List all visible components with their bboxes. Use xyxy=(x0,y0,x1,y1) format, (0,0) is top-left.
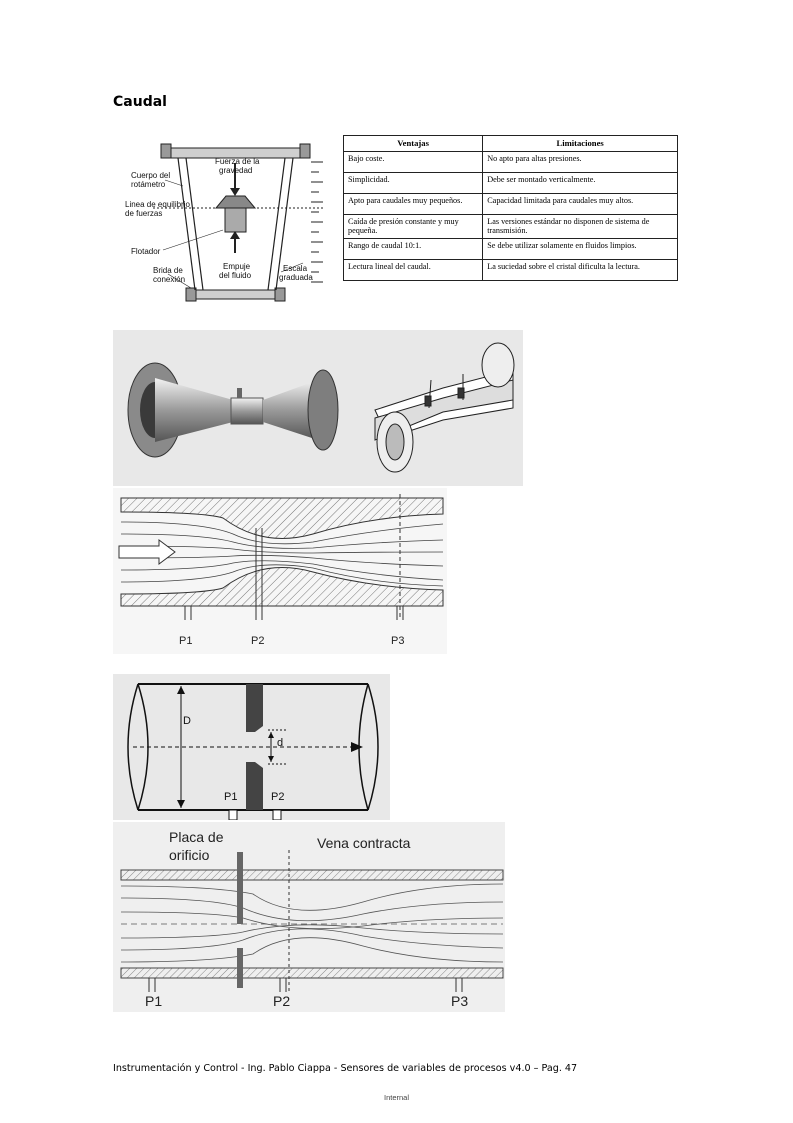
label-D: D xyxy=(183,715,191,727)
label-placa2: orificio xyxy=(169,847,210,863)
label-vena: Vena contracta xyxy=(317,835,411,851)
table-cell: Capacidad limitada para caudales muy alt… xyxy=(482,193,678,216)
table-row: Rango de caudal 10:1. Se debe utilizar s… xyxy=(342,238,678,261)
table-cell: Las versiones estándar no disponen de si… xyxy=(482,214,678,240)
label-p1: P1 xyxy=(145,993,162,1009)
table-row: Apto para caudales muy pequeños. Capacid… xyxy=(342,193,678,216)
label-flotador: Flotador xyxy=(131,247,161,256)
classification-label: Internal xyxy=(383,1093,410,1102)
table-cell: Apto para caudales muy pequeños. xyxy=(342,193,484,216)
label-p3: P3 xyxy=(391,635,404,647)
label-linea2: de fuerzas xyxy=(125,209,162,218)
label-p2: P2 xyxy=(271,791,284,803)
label-placa: Placa de xyxy=(169,829,224,845)
rotameter-comparison-table: Ventajas Limitaciones Bajo coste. No apt… xyxy=(342,134,678,282)
label-fuerza2: gravedad xyxy=(219,166,252,175)
label-p1: P1 xyxy=(224,791,237,803)
table-cell: Rango de caudal 10:1. xyxy=(342,238,484,261)
orifice-flow-diagram: Placa de orificio Vena contracta P1 P2 P… xyxy=(113,822,505,1012)
label-p2: P2 xyxy=(251,635,264,647)
table-cell: No apto para altas presiones. xyxy=(482,151,678,174)
table-row: Caída de presión constante y muy pequeña… xyxy=(342,214,678,240)
label-fuerza: Fuerza de la xyxy=(215,157,260,166)
table-row: Lectura lineal del caudal. La suciedad s… xyxy=(342,259,678,282)
page-title: Caudal xyxy=(113,94,167,110)
rotameter-diagram: Cuerpo del rotámetro Linea de equilibrio… xyxy=(113,138,338,306)
table-header-limitaciones: Limitaciones xyxy=(482,134,678,153)
orifice-plate-diagram: D d P1 P2 xyxy=(113,674,390,820)
table-cell: Bajo coste. xyxy=(342,151,484,174)
label-cuerpo2: rotámetro xyxy=(131,180,166,189)
label-empuje2: del fluido xyxy=(219,271,252,280)
page-footer: Instrumentación y Control - Ing. Pablo C… xyxy=(113,1063,578,1074)
label-brida2: conexión xyxy=(153,275,185,284)
label-escala: Escala xyxy=(283,264,308,273)
table-row: Simplicidad. Debe ser montado verticalme… xyxy=(342,172,678,195)
label-brida: Brida de xyxy=(153,266,183,275)
label-linea: Linea de equilibrio xyxy=(125,200,190,209)
label-empuje: Empuje xyxy=(223,262,251,271)
table-cell: Debe ser montado verticalmente. xyxy=(482,172,678,195)
venturi-flow-diagram: P1 P2 P3 xyxy=(113,488,447,654)
label-d: d xyxy=(277,737,283,749)
table-header-row: Ventajas Limitaciones xyxy=(342,134,678,153)
label-cuerpo: Cuerpo del xyxy=(131,171,170,180)
label-p2: P2 xyxy=(273,993,290,1009)
label-p3: P3 xyxy=(451,993,468,1009)
venturi-3d-image xyxy=(113,330,523,486)
table-cell: Simplicidad. xyxy=(342,172,484,195)
table-cell: La suciedad sobre el cristal dificulta l… xyxy=(482,259,678,282)
table-row: Bajo coste. No apto para altas presiones… xyxy=(342,151,678,174)
table-cell: Caída de presión constante y muy pequeña… xyxy=(342,214,484,240)
table-header-ventajas: Ventajas xyxy=(342,134,484,153)
label-escala2: graduada xyxy=(279,273,313,282)
table-cell: Se debe utilizar solamente en fluidos li… xyxy=(482,238,678,261)
table-cell: Lectura lineal del caudal. xyxy=(342,259,484,282)
label-p1: P1 xyxy=(179,635,192,647)
